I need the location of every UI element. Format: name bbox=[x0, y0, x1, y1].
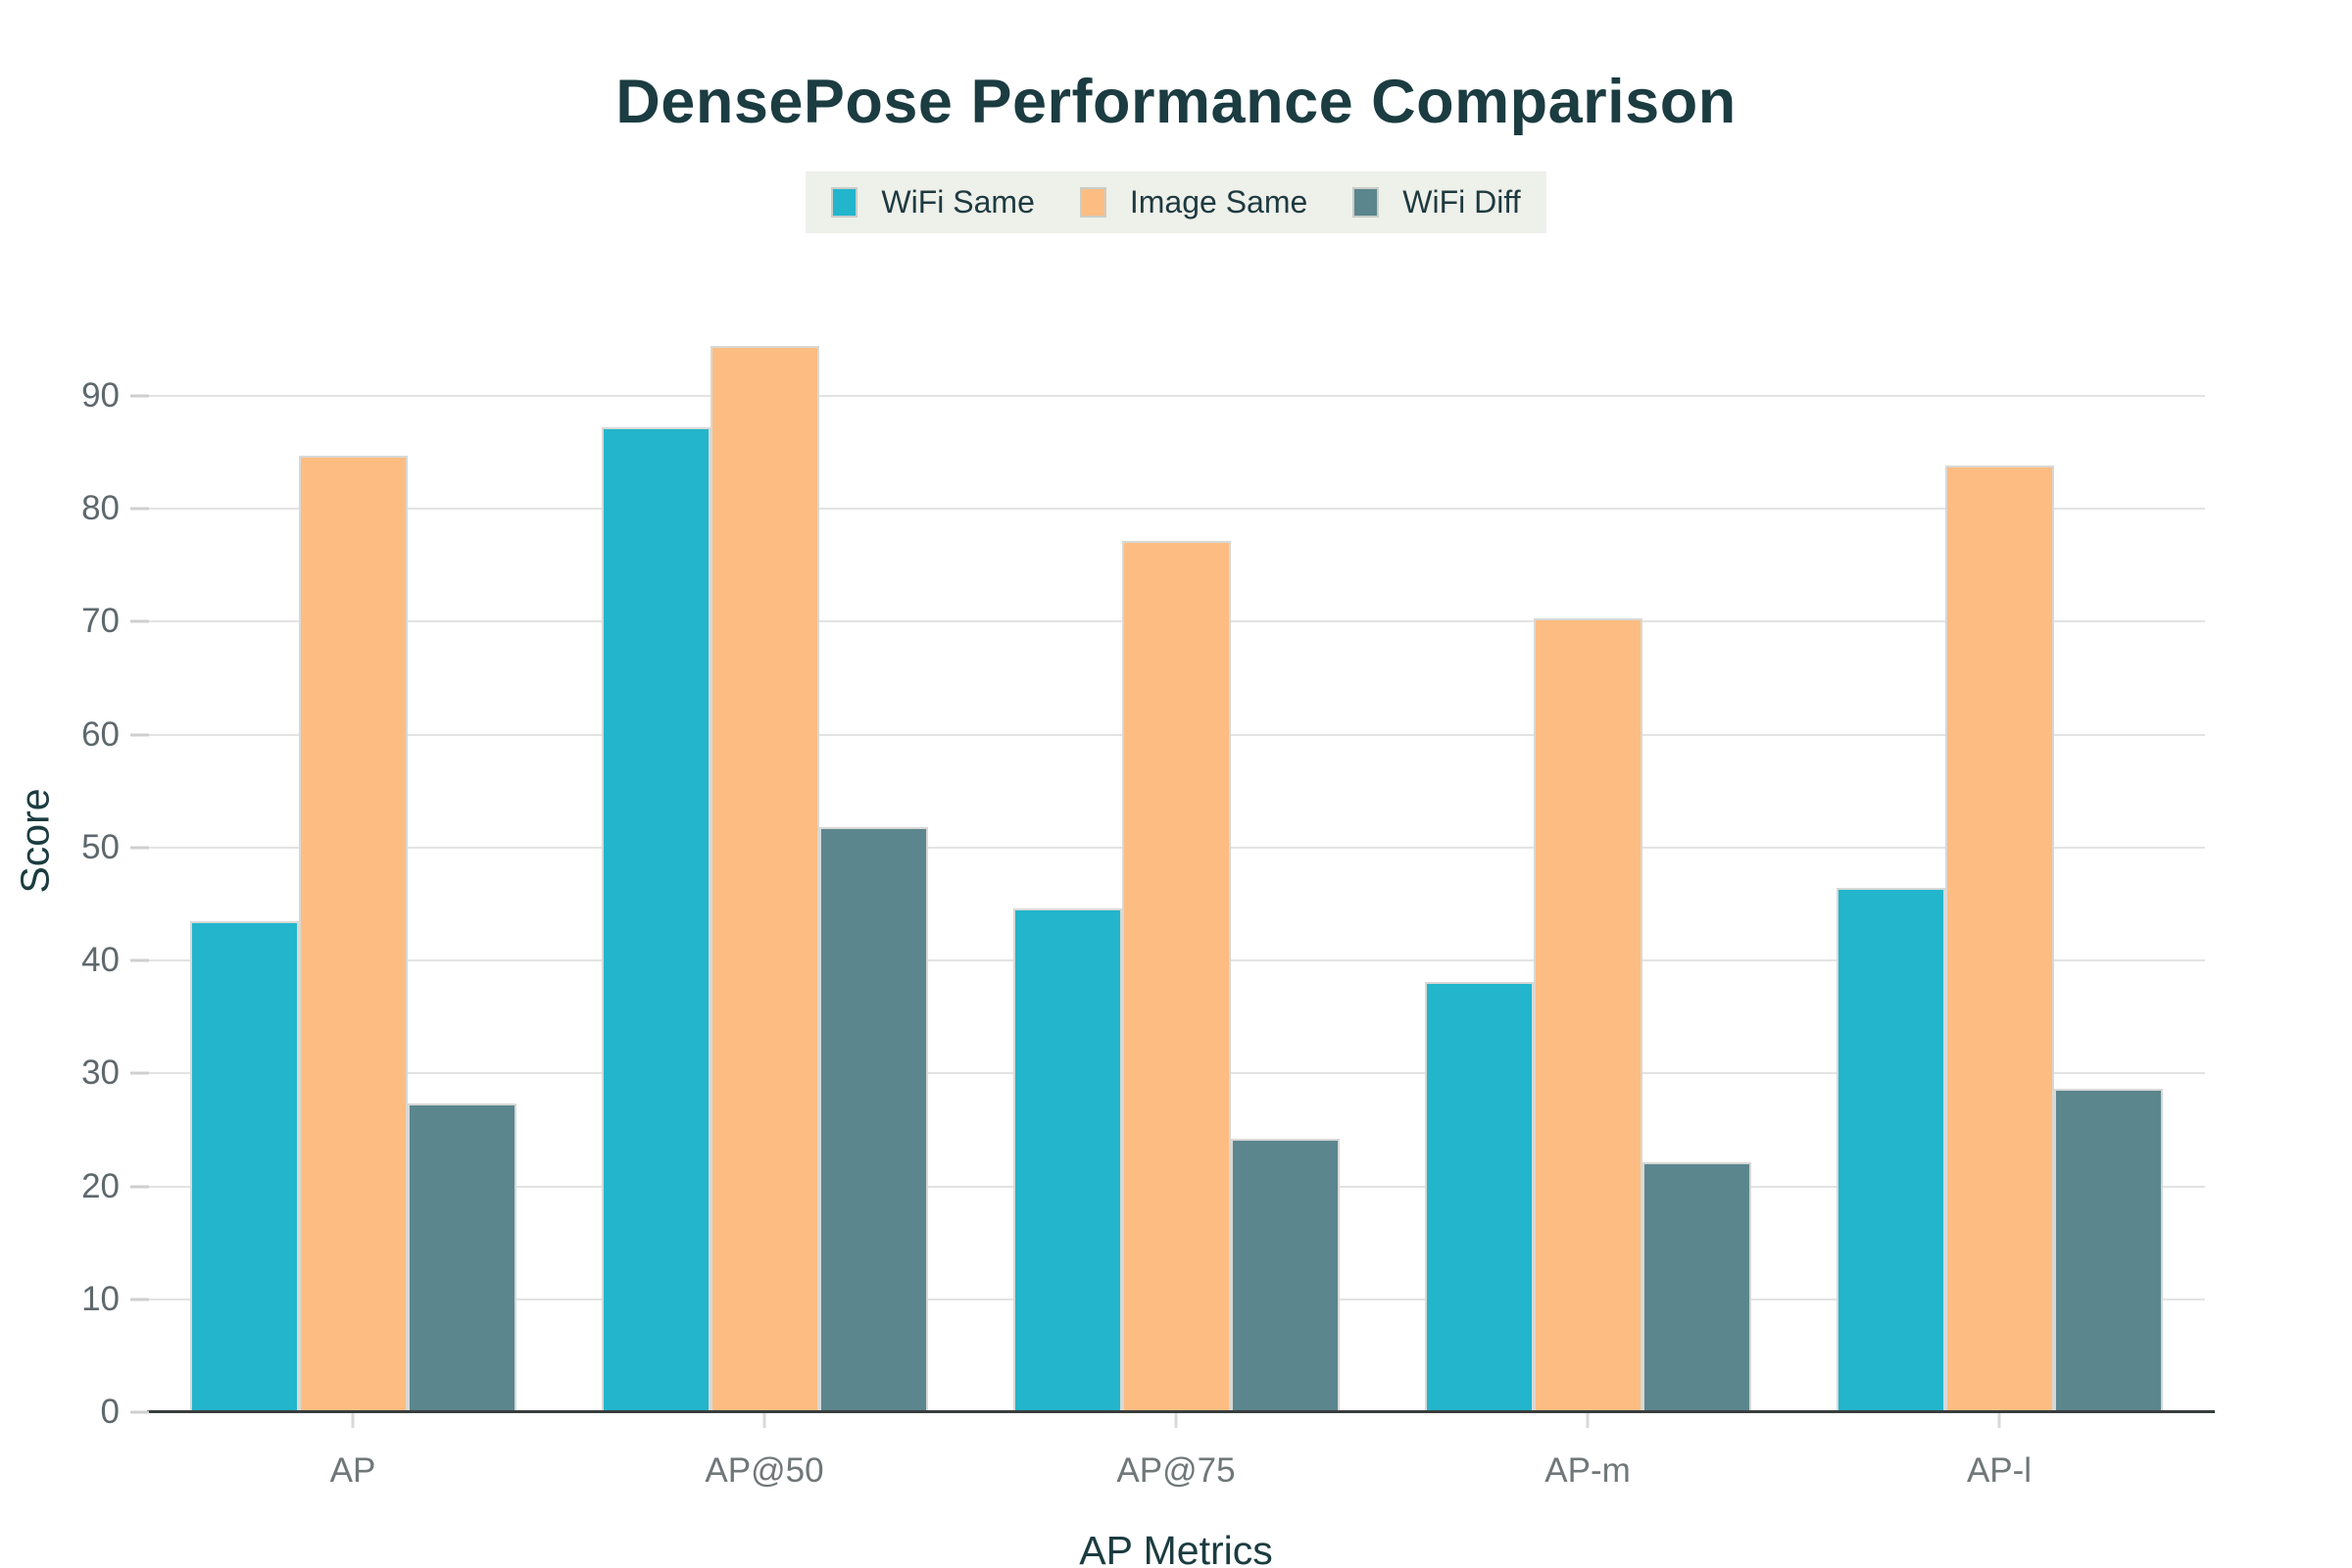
y-tick-label-70: 70 bbox=[81, 602, 120, 641]
y-tick-label-40: 40 bbox=[81, 941, 120, 979]
y-tick-label-60: 60 bbox=[81, 714, 120, 754]
y-tick-label-90: 90 bbox=[81, 375, 120, 415]
bar-wifi-diff-ap-75 bbox=[1230, 1139, 1340, 1412]
bar-group-ap-l: AP-l bbox=[1793, 294, 2205, 1490]
legend-item-image-same: Image Same bbox=[1079, 184, 1308, 220]
bar-image-same-ap bbox=[298, 455, 408, 1412]
y-tick-label-10: 10 bbox=[81, 1279, 120, 1318]
y-tick-mark-90 bbox=[130, 394, 149, 398]
bar-wifi-diff-ap bbox=[407, 1103, 516, 1412]
x-tick-mark-ap-50 bbox=[762, 1412, 766, 1428]
x-tick-label-ap-75: AP@75 bbox=[1116, 1451, 1236, 1490]
y-axis-title: Score bbox=[12, 788, 58, 894]
legend-swatch-wifi-same-icon bbox=[831, 187, 858, 218]
y-tick-mark-30 bbox=[130, 1071, 149, 1075]
y-tick-mark-60 bbox=[130, 733, 149, 736]
legend-swatch-wifi-diff-icon bbox=[1352, 187, 1380, 218]
x-axis-title: AP Metrics bbox=[1079, 1528, 1273, 1568]
bar-wifi-diff-ap-50 bbox=[818, 827, 928, 1412]
y-tick-mark-20 bbox=[130, 1185, 149, 1188]
y-tick-mark-80 bbox=[130, 507, 149, 511]
y-tick-mark-0 bbox=[130, 1410, 149, 1413]
y-tick-label-0: 0 bbox=[100, 1392, 120, 1431]
x-tick-label-ap-l: AP-l bbox=[1966, 1451, 2033, 1490]
y-tick-label-30: 30 bbox=[81, 1054, 120, 1093]
gridline-90: 90 bbox=[81, 376, 2205, 415]
x-tick-mark-ap bbox=[351, 1412, 355, 1428]
bar-image-same-ap-l bbox=[1944, 466, 2054, 1412]
y-tick-label-20: 20 bbox=[81, 1166, 120, 1205]
y-tick-label-80: 80 bbox=[81, 488, 120, 527]
legend: WiFi Same Image Same WiFi Diff bbox=[806, 172, 1546, 233]
bar-group-ap-m: AP-m bbox=[1382, 294, 1793, 1490]
x-tick-mark-ap-75 bbox=[1174, 1412, 1178, 1428]
bar-groups: AP AP@50 AP@75 AP-m AP-l bbox=[147, 294, 2205, 1490]
legend-item-wifi-same: WiFi Same bbox=[831, 184, 1035, 220]
x-tick-label-ap-50: AP@50 bbox=[705, 1451, 824, 1490]
bar-wifi-diff-ap-m bbox=[1642, 1162, 1751, 1412]
legend-label-image-same: Image Same bbox=[1129, 184, 1308, 220]
legend-swatch-image-same-icon bbox=[1079, 187, 1106, 218]
legend-wrap: WiFi Same Image Same WiFi Diff bbox=[0, 172, 2352, 233]
bar-image-same-ap-75 bbox=[1121, 541, 1231, 1412]
bar-wifi-same-ap-l bbox=[1836, 888, 1945, 1412]
y-tick-mark-70 bbox=[130, 619, 149, 623]
bar-image-same-ap-50 bbox=[710, 346, 819, 1412]
bar-wifi-same-ap bbox=[189, 920, 299, 1412]
x-tick-label-ap-m: AP-m bbox=[1544, 1451, 1631, 1490]
y-tick-mark-10 bbox=[130, 1298, 149, 1301]
legend-label-wifi-diff: WiFi Diff bbox=[1402, 184, 1521, 220]
x-axis-line: 0 bbox=[101, 1393, 2215, 1431]
bar-group-ap-75: AP@75 bbox=[970, 294, 1382, 1490]
plot-area: AP Metrics 0 10 20 30 40 50 60 70 80 90 AP AP@50 AP@… bbox=[81, 294, 2215, 1568]
legend-label-wifi-same: WiFi Same bbox=[881, 184, 1035, 220]
bar-image-same-ap-m bbox=[1533, 617, 1642, 1412]
gridline-80: 80 bbox=[81, 489, 2205, 527]
bar-wifi-same-ap-m bbox=[1424, 981, 1534, 1412]
bar-group-ap: AP bbox=[147, 294, 559, 1490]
legend-item-wifi-diff: WiFi Diff bbox=[1352, 184, 1521, 220]
bar-wifi-diff-ap-l bbox=[2053, 1089, 2163, 1412]
bar-wifi-same-ap-50 bbox=[601, 427, 710, 1412]
bar-group-ap-50: AP@50 bbox=[559, 294, 970, 1490]
x-tick-mark-ap-l bbox=[1997, 1412, 2001, 1428]
y-tick-mark-50 bbox=[130, 846, 149, 850]
y-tick-mark-40 bbox=[130, 958, 149, 962]
bar-wifi-same-ap-75 bbox=[1012, 907, 1122, 1412]
x-tick-label-ap: AP bbox=[329, 1451, 376, 1490]
x-tick-mark-ap-m bbox=[1586, 1412, 1590, 1428]
page-title: DensePose Performance Comparison bbox=[615, 68, 1737, 136]
y-tick-label-50: 50 bbox=[81, 827, 120, 866]
